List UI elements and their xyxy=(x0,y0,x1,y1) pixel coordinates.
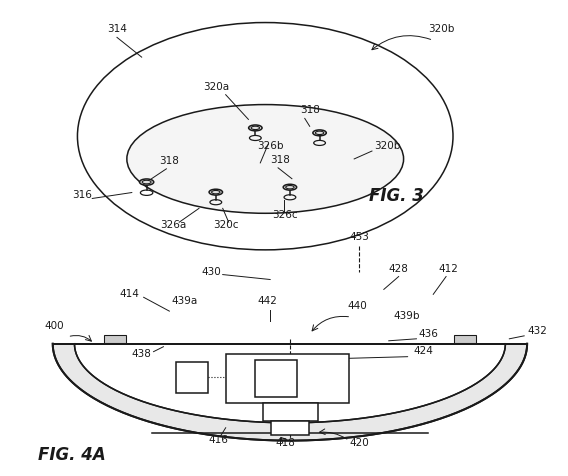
Text: 314: 314 xyxy=(107,24,127,34)
Text: 424: 424 xyxy=(414,346,433,356)
Text: 420: 420 xyxy=(349,437,369,447)
Ellipse shape xyxy=(313,130,326,136)
Text: 428: 428 xyxy=(389,264,408,274)
Bar xyxy=(256,359,297,397)
Text: 412: 412 xyxy=(438,264,458,274)
Text: 318: 318 xyxy=(270,155,290,165)
Bar xyxy=(225,354,349,403)
Text: 326a: 326a xyxy=(160,220,186,230)
Text: 432: 432 xyxy=(527,326,547,336)
Text: 436: 436 xyxy=(419,329,438,339)
Text: 318: 318 xyxy=(160,156,179,166)
Text: FIG. 3: FIG. 3 xyxy=(369,187,424,205)
Text: 418: 418 xyxy=(275,437,295,447)
Text: 438: 438 xyxy=(132,348,152,358)
Text: 442: 442 xyxy=(257,296,277,306)
Ellipse shape xyxy=(127,105,404,213)
Text: 400: 400 xyxy=(45,321,65,331)
Ellipse shape xyxy=(249,125,262,131)
Text: 414: 414 xyxy=(120,289,140,299)
Text: 430: 430 xyxy=(201,267,221,277)
Text: 326c: 326c xyxy=(272,210,298,220)
Ellipse shape xyxy=(209,189,223,195)
Text: 453: 453 xyxy=(349,232,369,242)
Text: 440: 440 xyxy=(347,301,367,311)
Text: FIG. 4A: FIG. 4A xyxy=(38,446,106,465)
Bar xyxy=(454,335,476,343)
Text: 439b: 439b xyxy=(394,311,420,321)
Text: 416: 416 xyxy=(209,435,229,445)
Text: 318: 318 xyxy=(300,106,320,116)
Text: 439a: 439a xyxy=(171,296,197,306)
Polygon shape xyxy=(74,344,506,423)
Ellipse shape xyxy=(140,179,154,185)
Text: 320c: 320c xyxy=(213,220,239,230)
Ellipse shape xyxy=(283,184,296,190)
Text: 320b: 320b xyxy=(428,24,454,34)
Polygon shape xyxy=(53,344,527,441)
Bar xyxy=(176,362,208,393)
Text: 320b: 320b xyxy=(374,141,400,151)
Bar xyxy=(271,421,309,435)
Text: 320a: 320a xyxy=(203,82,229,92)
Bar xyxy=(104,335,126,343)
Bar xyxy=(263,403,318,421)
Text: 326b: 326b xyxy=(257,141,283,151)
Text: 316: 316 xyxy=(73,190,93,200)
